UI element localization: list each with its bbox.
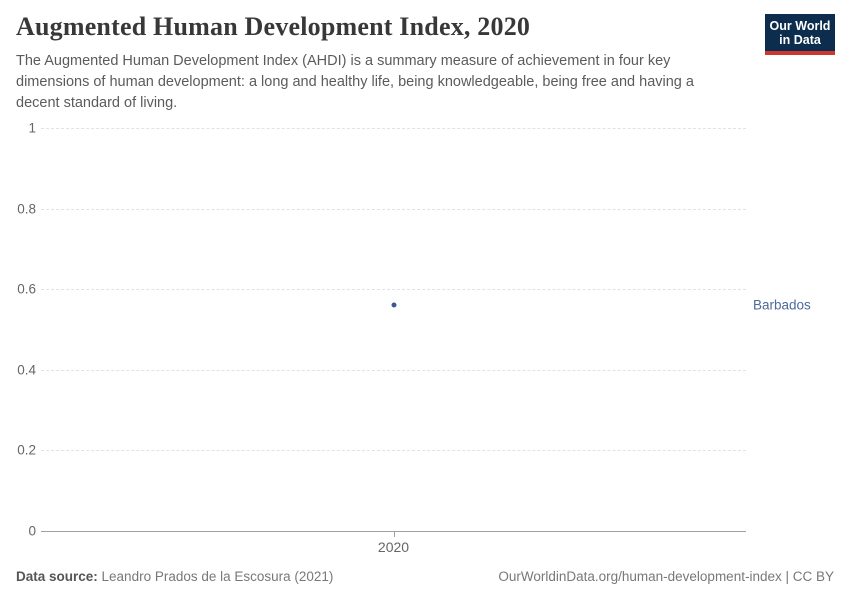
- data-source-value: Leandro Prados de la Escosura (2021): [97, 569, 334, 584]
- data-source-label: Data source:: [16, 569, 98, 584]
- logo-line1: Our World: [769, 19, 831, 33]
- data-source: Data source: Leandro Prados de la Escosu…: [16, 569, 333, 584]
- y-gridline: [41, 208, 746, 210]
- x-axis-tick-label: 2020: [377, 539, 410, 555]
- entity-label-barbados[interactable]: Barbados: [753, 297, 811, 313]
- y-gridline: [41, 128, 746, 129]
- y-gridline: [41, 450, 746, 452]
- chart-subtitle: The Augmented Human Development Index (A…: [16, 53, 694, 111]
- y-gridline: [41, 369, 746, 371]
- y-axis-tick-label: 0.4: [17, 362, 36, 378]
- y-axis-tick-label: 0.8: [17, 201, 36, 217]
- footer-link[interactable]: OurWorldinData.org/human-development-ind…: [498, 569, 834, 584]
- owid-logo: Our World in Data: [765, 14, 835, 55]
- y-axis-tick-label: 0.2: [17, 442, 36, 458]
- y-axis-tick-label: 0: [28, 523, 36, 539]
- data-point-barbados[interactable]: [391, 302, 396, 308]
- logo-line2: in Data: [779, 33, 821, 47]
- y-axis-tick-label: 0.6: [17, 281, 36, 297]
- x-axis-tick: [393, 531, 395, 537]
- y-axis-tick-label: 1: [28, 120, 36, 136]
- page-title: Augmented Human Development Index, 2020: [16, 12, 531, 41]
- y-gridline: [41, 289, 746, 291]
